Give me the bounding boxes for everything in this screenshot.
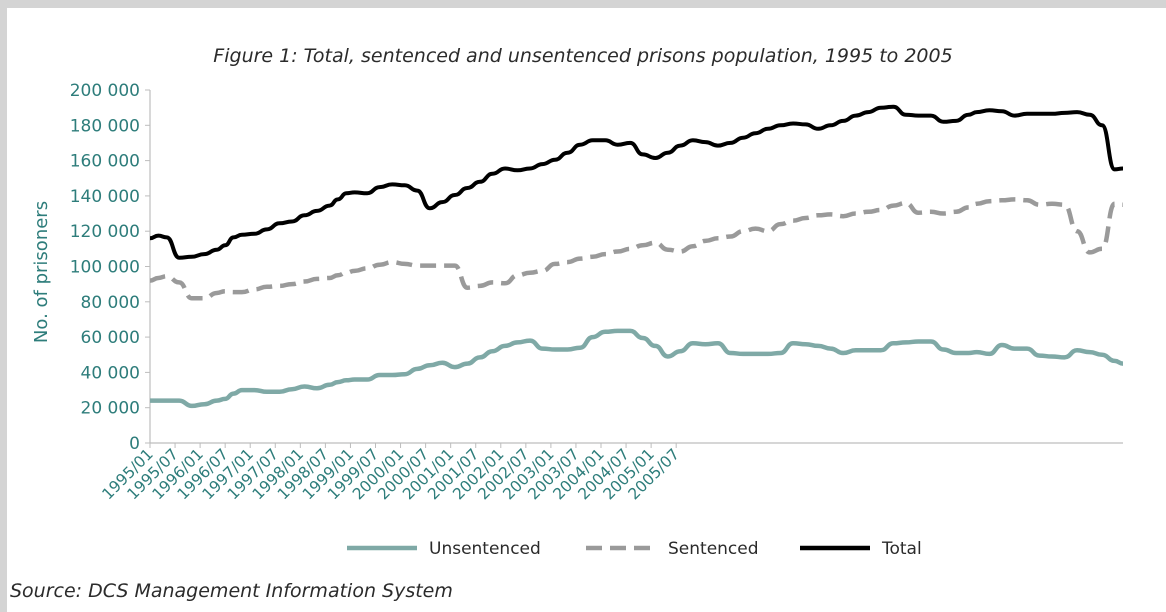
legend-label-unsentenced: Unsentenced	[429, 539, 541, 559]
series-line-sentenced	[149, 197, 1124, 301]
series-line-total	[149, 104, 1124, 260]
legend-label-total: Total	[881, 539, 922, 559]
y-tick-label: 0	[129, 434, 140, 454]
x-tick-labels: 1995/011995/071996/011996/071997/011997/…	[99, 443, 683, 503]
y-tick-labels: 0 20 000 40 000 60 000 80 000 100 000 120 000 1…	[70, 81, 150, 454]
y-axis-label: No. of prisoners	[31, 201, 52, 343]
y-tick-label: 160 000	[70, 152, 140, 172]
source-note: Source: DCS Management Information Syste…	[10, 580, 453, 602]
y-tick-label: 40 000	[81, 363, 140, 383]
chart-title: Figure 1: Total, sentenced and unsentenc…	[213, 45, 952, 67]
y-tick-label: 100 000	[70, 258, 140, 278]
series-line-unsentenced	[150, 328, 1124, 409]
legend: Unsentenced Sentenced Total	[347, 539, 922, 559]
y-tick-label: 140 000	[70, 187, 140, 207]
y-tick-label: 20 000	[81, 399, 140, 419]
y-tick-label: 180 000	[70, 116, 140, 136]
y-tick-label: 120 000	[70, 222, 140, 242]
legend-label-sentenced: Sentenced	[668, 539, 759, 559]
series-lines	[149, 104, 1124, 409]
y-tick-label: 200 000	[70, 81, 140, 101]
y-tick-label: 60 000	[81, 328, 140, 348]
y-tick-label: 80 000	[81, 293, 140, 313]
